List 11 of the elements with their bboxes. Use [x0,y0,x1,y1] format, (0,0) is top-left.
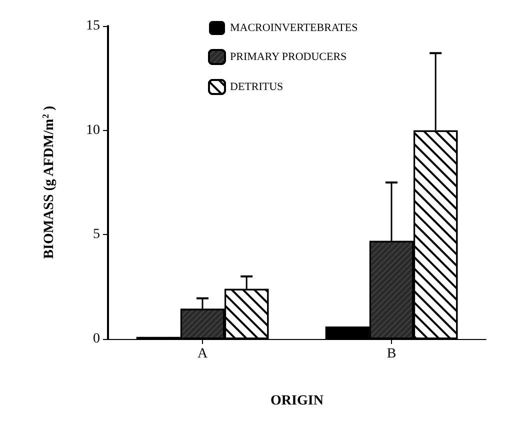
legend-label: DETRITUS [230,81,284,93]
y-axis-title: BIOMASS (g AFDM/m2 ) [40,105,57,259]
legend-label: PRIMARY PRODUCERS [230,51,347,63]
y-tick-label: 0 [93,332,100,346]
x-tick-label: B [386,346,396,362]
y-tick-label: 15 [86,18,100,34]
x-tick-label: A [197,346,208,362]
legend-label: MACROINVERTEBRATES [230,22,358,34]
y-tick-label: 5 [93,227,100,242]
x-axis-title: ORIGIN [270,394,324,408]
y-tick-label: 10 [86,122,100,138]
